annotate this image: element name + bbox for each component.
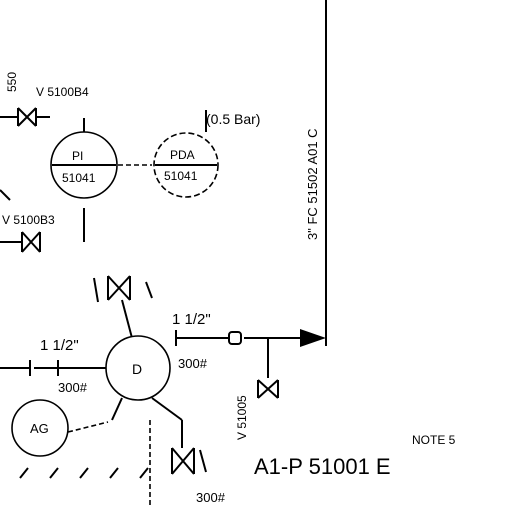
rating-left: 300# (58, 380, 88, 395)
drain-valve-symbol (257, 379, 279, 399)
valve-mid-label: V 5100B3 (2, 213, 55, 227)
flow-arrow (300, 329, 326, 347)
pi-number: 51041 (62, 171, 96, 185)
instrument-ag (11, 399, 69, 457)
valve-mid-symbol (21, 231, 41, 253)
size-right: 1 1/2" (172, 311, 211, 328)
relief-valve-symbol (93, 275, 153, 303)
valve-top-label: V 5100B4 (36, 85, 89, 99)
ground-hatching (19, 467, 149, 479)
valve-top-symbol (17, 107, 37, 127)
valve-small-left: 550 (5, 72, 19, 92)
pda-number: 51041 (164, 169, 198, 183)
size-left: 1 1/2" (40, 337, 79, 354)
drain-valve-label: V 51005 (235, 395, 249, 440)
rating-bottom: 300# (196, 490, 226, 505)
pda-tag: PDA (170, 148, 195, 162)
pressure-note: (0.5 Bar) (206, 111, 260, 127)
instrument-ag-label: AG (30, 421, 49, 436)
note-reference: NOTE 5 (412, 433, 456, 447)
bottom-valve-symbol (171, 447, 207, 475)
vessel-d-label: D (132, 361, 142, 377)
reducer-fitting (228, 331, 242, 345)
drawing-reference: A1-P 51001 E (254, 454, 391, 479)
line-spec-vertical: 3" FC 51502 A01 C (305, 128, 320, 240)
pi-tag: PI (72, 149, 83, 163)
rating-mid: 300# (178, 356, 208, 371)
